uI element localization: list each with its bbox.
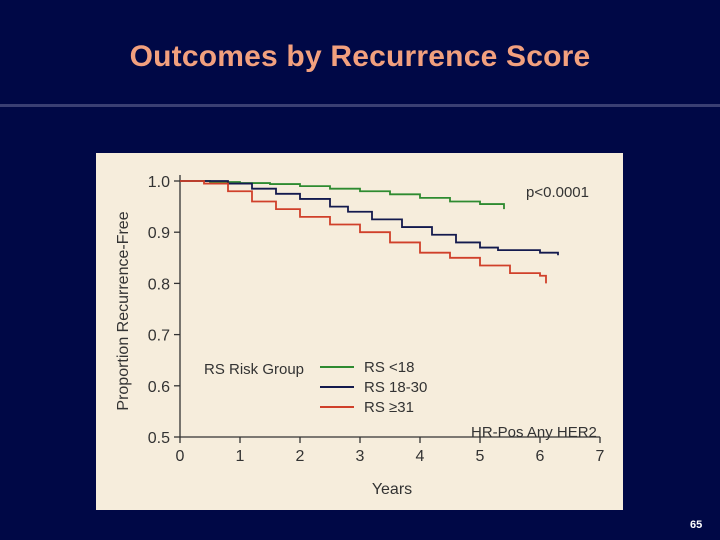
x-tick-label: 4 [416, 448, 425, 465]
series-layer [180, 180, 559, 284]
x-tick-label: 7 [596, 448, 605, 465]
legend: RS Risk Group RS <18 RS 18-30 RS ≥31 [204, 359, 427, 416]
x-axis-label: Years [372, 481, 412, 498]
legend-label: RS <18 [364, 359, 414, 376]
slide-title: Outcomes by Recurrence Score [129, 40, 591, 73]
title-divider [0, 104, 720, 107]
page-number: 65 [690, 519, 703, 531]
legend-label: RS 18-30 [364, 379, 427, 396]
legend-title: RS Risk Group [204, 361, 304, 378]
x-tick-label: 3 [356, 448, 365, 465]
x-tick-label: 6 [536, 448, 545, 465]
y-tick-label: 0.6 [148, 379, 170, 396]
y-axis-label: Proportion Recurrence-Free [115, 211, 132, 410]
x-tick-label: 0 [176, 448, 185, 465]
y-tick-label: 1.0 [148, 174, 170, 191]
subgroup-annotation: HR-Pos Any HER2 [471, 424, 597, 441]
series-line-rs-31 [180, 180, 547, 284]
y-tick-label: 0.9 [148, 225, 170, 242]
y-tick-label: 0.8 [148, 276, 170, 293]
series-line-rs-18-30 [180, 180, 559, 256]
y-tick-label: 0.7 [148, 328, 170, 345]
survival-chart: 0.5 0.6 0.7 0.8 0.9 1.0 0 1 2 3 4 5 6 7 RS Risk Group… [115, 174, 605, 498]
x-tick-label: 2 [296, 448, 305, 465]
chart-panel: 0.5 0.6 0.7 0.8 0.9 1.0 0 1 2 3 4 5 6 7 RS Risk Group… [96, 153, 623, 510]
x-tick-label: 1 [236, 448, 245, 465]
y-tick-label: 0.5 [148, 430, 170, 447]
legend-label: RS ≥31 [364, 399, 414, 416]
chart-axes: 0.5 0.6 0.7 0.8 0.9 1.0 0 1 2 3 4 5 6 7 [148, 174, 605, 465]
p-value-annotation: p<0.0001 [526, 184, 589, 201]
x-tick-label: 5 [476, 448, 485, 465]
